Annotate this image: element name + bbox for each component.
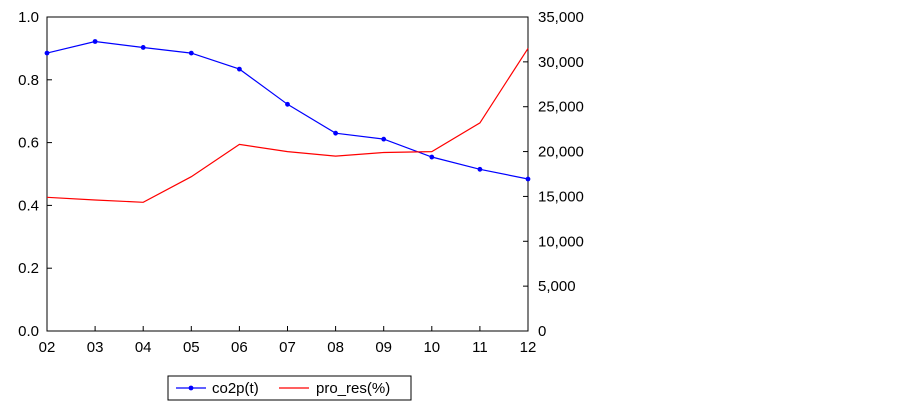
x-tick-label: 09 — [375, 339, 392, 356]
data-point — [333, 130, 338, 136]
left-axis-ticks: 0.0 0.2 0.4 0.6 0.8 1.0 — [18, 9, 52, 340]
data-point — [381, 136, 387, 142]
series-lines — [44, 39, 531, 203]
x-tick-label: 04 — [135, 339, 152, 356]
data-point — [188, 50, 194, 56]
x-tick-label: 02 — [39, 339, 56, 356]
x-tick-label: 12 — [520, 339, 537, 356]
data-point — [44, 50, 50, 56]
left-tick-label: 0.4 — [18, 197, 39, 214]
x-tick-label: 08 — [327, 339, 344, 356]
legend: co2p(t) pro_res(%) — [167, 375, 412, 401]
right-tick-label: 30,000 — [538, 54, 584, 71]
left-tick-label: 0.2 — [18, 260, 39, 277]
data-point — [237, 66, 242, 72]
series-line-pro-res — [46, 48, 529, 203]
x-axis-ticks: 02 03 04 05 06 07 08 09 10 11 12 — [39, 326, 537, 356]
legend-label-pro-res: pro_res(%) — [316, 380, 390, 397]
x-tick-label: 06 — [231, 339, 248, 356]
right-tick-label: 25,000 — [538, 99, 584, 116]
left-tick-label: 0.0 — [18, 323, 39, 340]
right-axis-ticks: 0 5,000 10,000 15,000 20,000 25,000 30,000 35,0… — [523, 9, 584, 340]
right-tick-label: 0 — [538, 323, 546, 340]
x-tick-label: 11 — [472, 339, 488, 356]
data-point — [92, 39, 98, 44]
right-tick-label: 15,000 — [538, 188, 584, 205]
x-tick-label: 07 — [279, 339, 296, 356]
series-line-co2p — [46, 40, 529, 180]
left-tick-label: 1.0 — [18, 9, 39, 26]
x-tick-label: 10 — [423, 339, 440, 356]
left-tick-label: 0.8 — [18, 72, 39, 89]
right-tick-label: 35,000 — [538, 9, 584, 26]
x-tick-label: 03 — [87, 339, 104, 356]
legend-label-co2p: co2p(t) — [212, 380, 259, 397]
data-point — [285, 101, 290, 107]
data-point — [477, 166, 483, 172]
right-tick-label: 5,000 — [538, 278, 576, 295]
data-point — [140, 45, 146, 50]
data-point — [525, 176, 531, 182]
data-point — [429, 154, 435, 160]
plot-frame — [46, 16, 529, 332]
right-tick-label: 20,000 — [538, 144, 584, 161]
right-tick-label: 10,000 — [538, 233, 584, 250]
legend-marker-co2p — [188, 385, 194, 391]
left-tick-label: 0.6 — [18, 135, 39, 152]
x-tick-label: 05 — [183, 339, 200, 356]
